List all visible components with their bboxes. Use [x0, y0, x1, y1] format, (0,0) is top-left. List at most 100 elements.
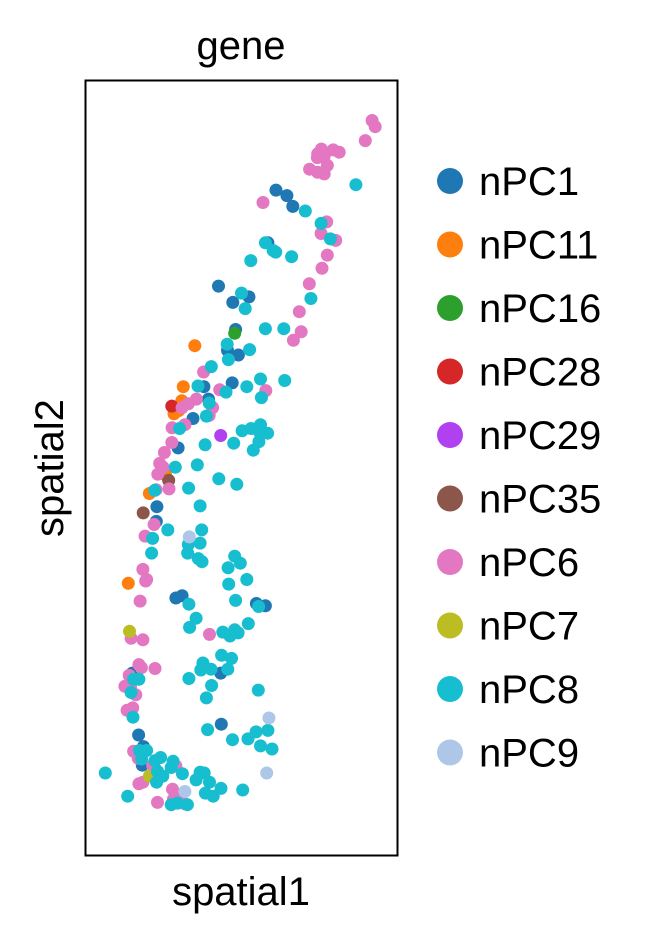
point-npc8-21	[278, 374, 292, 387]
point-npc9-1	[262, 711, 276, 725]
point-npc28-0	[165, 399, 179, 413]
point-npc8-105	[236, 783, 250, 797]
point-npc8-52	[233, 556, 247, 570]
point-npc8-44	[146, 531, 160, 545]
point-npc1-22	[132, 728, 146, 742]
point-npc8-9	[235, 286, 248, 300]
point-npc8-40	[182, 481, 196, 495]
point-npc8-54	[195, 555, 209, 569]
chart-title: gene	[197, 24, 286, 68]
point-npc6-67	[151, 795, 164, 809]
legend-marker-npc28	[437, 358, 463, 385]
point-npc35-1	[136, 506, 150, 520]
point-npc11-7	[121, 576, 135, 590]
legend-marker-npc6	[437, 549, 463, 575]
point-npc8-60	[189, 611, 203, 625]
point-npc8-45	[195, 523, 209, 537]
legend-marker-npc35	[437, 485, 463, 512]
point-npc6-22	[286, 333, 300, 347]
point-npc8-86	[254, 739, 267, 753]
point-npc6-17	[320, 248, 334, 262]
point-npc1-2	[286, 199, 300, 213]
point-npc8-111	[164, 798, 178, 812]
point-npc8-33	[198, 438, 212, 452]
point-npc8-53	[221, 561, 235, 575]
point-npc11-1	[176, 380, 190, 394]
point-npc8-74	[205, 679, 219, 692]
point-npc1-1	[280, 189, 294, 203]
point-npc8-48	[193, 536, 207, 550]
point-npc1-8	[231, 348, 245, 362]
point-npc8-79	[199, 691, 213, 705]
legend-label-npc9: nPC9	[479, 732, 579, 776]
point-npc8-93	[154, 751, 168, 764]
legend-label-npc28: nPC28	[479, 351, 601, 395]
point-npc8-38	[212, 472, 226, 486]
point-npc6-33	[165, 436, 179, 449]
point-npc6-8	[314, 142, 328, 156]
point-npc8-94	[164, 761, 178, 774]
point-npc9-2	[260, 766, 274, 780]
point-npc8-101	[98, 766, 112, 780]
point-npc8-1	[298, 204, 312, 218]
point-npc8-43	[161, 523, 175, 537]
point-npc6-48	[136, 633, 150, 647]
legend-marker-npc9	[437, 739, 463, 766]
point-npc8-23	[254, 391, 268, 405]
point-npc8-67	[215, 648, 229, 662]
point-npc8-30	[261, 426, 275, 440]
point-npc8-8	[269, 245, 283, 259]
point-npc8-85	[226, 733, 239, 747]
point-npc8-90	[135, 752, 149, 766]
point-npc8-58	[252, 600, 266, 613]
point-npc8-82	[261, 723, 275, 737]
point-npc8-18	[191, 379, 205, 393]
point-npc8-24	[202, 396, 216, 410]
legend-label-npc7: nPC7	[479, 605, 579, 649]
point-npc8-34	[227, 436, 241, 450]
point-npc6-18	[315, 261, 329, 275]
point-npc6-1	[365, 114, 379, 127]
point-npc8-73	[182, 672, 196, 685]
point-npc8-71	[194, 663, 208, 677]
point-npc8-70	[221, 662, 235, 676]
point-npc6-2	[358, 134, 372, 148]
point-npc8-26	[199, 409, 213, 423]
plot-frame	[84, 79, 399, 857]
point-npc6-11	[303, 162, 317, 176]
point-npc8-102	[150, 775, 164, 789]
point-npc8-100	[189, 773, 203, 787]
point-npc8-11	[238, 302, 252, 316]
legend-label-npc6: nPC6	[479, 541, 579, 585]
point-npc8-17	[204, 360, 218, 374]
point-npc6-37	[151, 467, 165, 481]
legend-marker-npc29	[437, 422, 463, 448]
point-npc8-56	[240, 573, 254, 586]
point-npc6-45	[133, 594, 147, 608]
point-npc8-25	[173, 422, 187, 435]
point-npc8-57	[182, 597, 196, 611]
legend-label-npc11: nPC11	[479, 224, 598, 268]
point-npc8-0	[349, 178, 363, 192]
point-npc8-41	[148, 483, 162, 497]
point-npc6-21	[294, 325, 308, 339]
point-npc8-22	[254, 372, 267, 386]
point-npc29-0	[214, 429, 228, 442]
legend-label-npc1: nPC1	[479, 160, 579, 204]
legend-label-npc35: nPC35	[479, 478, 601, 522]
legend-label-npc29: nPC29	[479, 414, 601, 458]
point-npc7-0	[123, 624, 136, 638]
point-npc8-16	[221, 353, 235, 367]
point-npc8-3	[323, 232, 337, 246]
legend-label-npc8: nPC8	[479, 668, 579, 712]
point-npc8-110	[180, 798, 194, 812]
point-npc6-44	[140, 573, 154, 586]
point-npc8-35	[246, 443, 260, 457]
point-npc6-62	[132, 777, 146, 791]
point-npc8-15	[243, 343, 257, 357]
point-npc8-77	[124, 686, 138, 699]
point-npc8-10	[304, 292, 318, 305]
point-npc1-4	[212, 279, 225, 293]
point-npc8-75	[251, 683, 265, 697]
